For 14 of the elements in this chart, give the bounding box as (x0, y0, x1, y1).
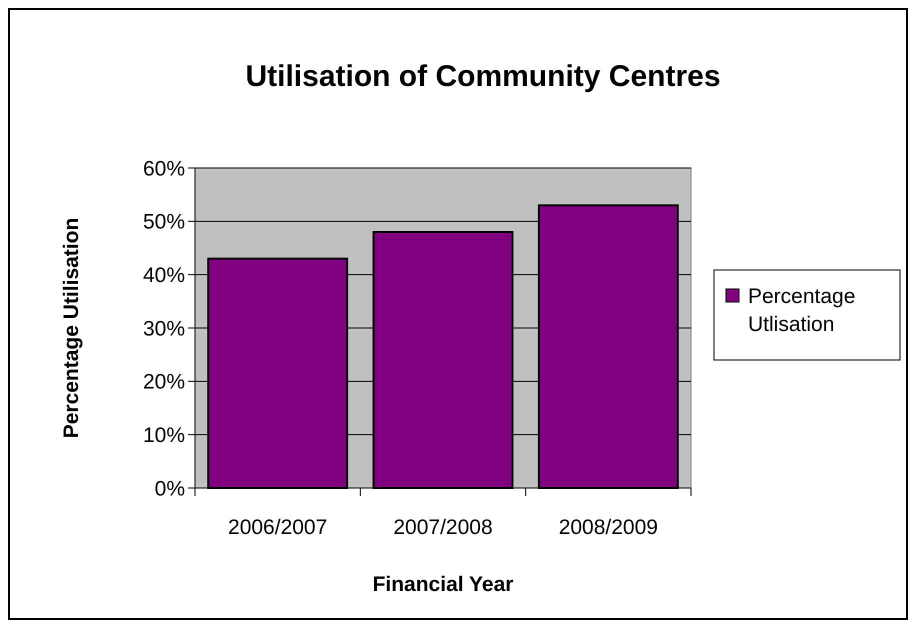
y-tick-label: 40% (142, 264, 185, 288)
y-axis-title: Percentage Utilisation (60, 218, 83, 438)
x-axis-title: Financial Year (372, 573, 514, 596)
legend-label: Percentage Utlisation (748, 285, 856, 336)
y-tick-label: 60% (142, 157, 185, 180)
y-tick-label: 10% (142, 424, 185, 448)
x-tick-label: 2007/2008 (393, 516, 493, 539)
x-tick-label: 2006/2007 (228, 516, 328, 539)
y-tick-label: 30% (142, 317, 185, 340)
x-tick-label: 2008/2009 (558, 516, 658, 539)
y-tick-label: 20% (142, 370, 185, 394)
y-tick-label: 50% (142, 210, 185, 234)
chart-title: Utilisation of Community Centres (245, 60, 721, 93)
y-tick-label: 0% (154, 477, 185, 500)
